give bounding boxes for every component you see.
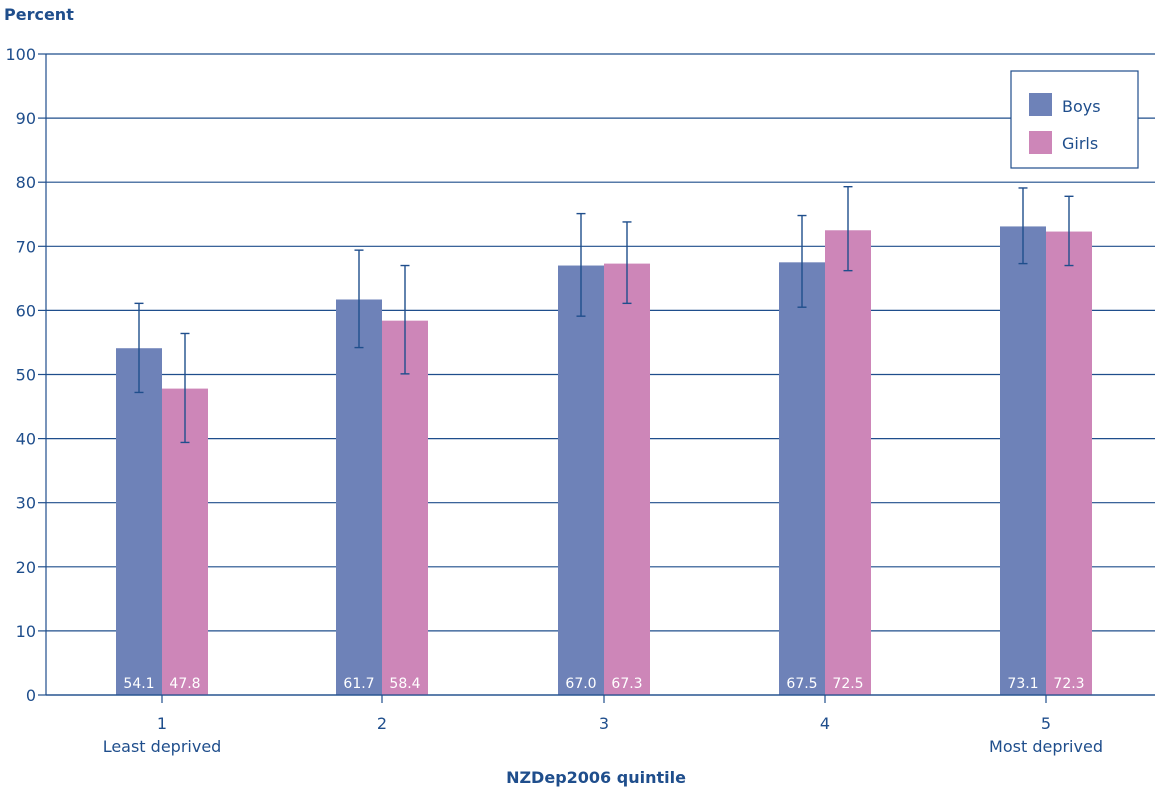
x-tick-label-3: 3 [599, 714, 609, 733]
bar-boys-5 [1000, 226, 1046, 695]
y-tick-label-60: 60 [16, 301, 36, 320]
x-tick-label-4: 4 [820, 714, 830, 733]
bar-boys-4 [779, 262, 825, 695]
bar-girls-3 [604, 263, 650, 695]
y-tick-label-90: 90 [16, 109, 36, 128]
y-axis-ticks: 0 10 20 30 40 50 60 70 80 90 100 [5, 45, 46, 705]
value-label-boys-4: 67.5 [786, 676, 817, 692]
bar-girls-4 [825, 230, 871, 695]
error-bar-boys-3 [576, 212, 586, 317]
error-bar-boys-4 [797, 214, 807, 308]
value-label-girls-1: 47.8 [169, 676, 200, 692]
legend-label-boys: Boys [1062, 97, 1101, 116]
value-label-girls-5: 72.3 [1053, 676, 1084, 692]
y-tick-label-40: 40 [16, 430, 36, 449]
y-tick-label-30: 30 [16, 494, 36, 513]
x-tick-label-5: 5 [1041, 714, 1051, 733]
bar-girls-2 [382, 320, 428, 695]
y-tick-label-0: 0 [26, 686, 36, 705]
y-tick-label-100: 100 [5, 45, 36, 64]
value-labels: 54.1 61.7 67.0 67.5 73.1 47.8 58.4 67.3 72.5 72.3 [123, 676, 1084, 692]
bars [116, 226, 1092, 695]
x-axis-label: NZDep2006 quintile [506, 768, 686, 787]
y-tick-label-10: 10 [16, 622, 36, 641]
error-bar-girls-1 [180, 332, 190, 444]
legend: Boys Girls [1010, 70, 1139, 169]
y-tick-label-50: 50 [16, 366, 36, 385]
y-tick-label-70: 70 [16, 237, 36, 256]
bar-boys-2 [336, 299, 382, 695]
x-tick-sublabel-5: Most deprived [989, 737, 1103, 756]
legend-swatch-boys [1029, 93, 1052, 116]
error-bar-boys-1 [134, 302, 144, 394]
bar-boys-1 [116, 348, 162, 695]
bar-boys-3 [558, 265, 604, 695]
y-tick-label-20: 20 [16, 558, 36, 577]
value-label-boys-1: 54.1 [123, 676, 154, 692]
value-label-girls-3: 67.3 [611, 676, 642, 692]
value-label-boys-5: 73.1 [1007, 676, 1038, 692]
x-tick-label-1: 1 [157, 714, 167, 733]
x-tick-label-2: 2 [377, 714, 387, 733]
y-tick-label-80: 80 [16, 173, 36, 192]
bar-girls-5 [1046, 231, 1092, 695]
error-bar-boys-5 [1018, 187, 1028, 265]
error-bar-boys-2 [354, 249, 364, 349]
x-tick-sublabel-1: Least deprived [103, 737, 222, 756]
value-label-girls-2: 58.4 [389, 676, 420, 692]
error-bar-girls-4 [843, 185, 853, 272]
value-label-boys-2: 61.7 [343, 676, 374, 692]
error-bar-girls-2 [400, 264, 410, 375]
error-bar-girls-5 [1064, 195, 1074, 267]
error-bar-girls-3 [622, 221, 632, 305]
legend-label-girls: Girls [1062, 134, 1098, 153]
error-bars [134, 185, 1074, 444]
value-label-girls-4: 72.5 [832, 676, 863, 692]
y-axis-label: Percent [4, 5, 74, 24]
value-label-boys-3: 67.0 [565, 676, 596, 692]
legend-swatch-girls [1029, 131, 1052, 154]
x-axis-ticks: 1 Least deprived 2 3 4 5 Most deprived [103, 695, 1103, 756]
